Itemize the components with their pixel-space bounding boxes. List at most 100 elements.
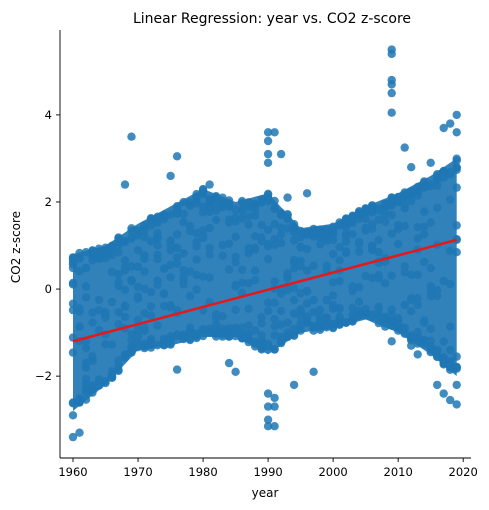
scatter-point (94, 381, 104, 390)
scatter-point (433, 286, 442, 295)
scatter-point (452, 352, 461, 361)
scatter-point (224, 239, 234, 248)
scatter-point (205, 243, 214, 253)
scatter-point (420, 177, 429, 186)
scatter-point (250, 245, 260, 254)
scatter-point (146, 302, 156, 311)
scatter-point (296, 312, 305, 321)
scatter-point (244, 337, 253, 347)
scatter-point (302, 286, 312, 296)
scatter-point (140, 284, 149, 293)
scatter-point (387, 271, 396, 280)
x-tick-label: 1970 (123, 465, 152, 479)
scatter-point (120, 312, 130, 322)
scatter-point (257, 339, 266, 349)
scatter-point (68, 411, 78, 420)
scatter-point (224, 327, 234, 336)
scatter-point (354, 207, 364, 216)
scatter-point (159, 264, 169, 273)
scatter-point (224, 201, 234, 210)
scatter-point (341, 247, 351, 256)
scatter-point (237, 278, 247, 287)
scatter-point (433, 203, 442, 212)
scatter-point (250, 232, 260, 241)
scatter-point (114, 308, 123, 317)
scatter-point (114, 269, 123, 279)
scatter-point (250, 342, 260, 351)
scatter-point (263, 339, 273, 349)
scatter-point (68, 432, 78, 442)
scatter-point (394, 224, 403, 234)
scatter-point (270, 331, 279, 340)
scatter-point (120, 180, 130, 189)
scatter-point (263, 389, 273, 398)
scatter-point (302, 189, 312, 198)
scatter-point (374, 236, 383, 245)
scatter-point (270, 128, 279, 137)
scatter-point (400, 323, 409, 332)
scatter-point (328, 249, 338, 259)
scatter-point (211, 332, 221, 341)
scatter-point (101, 377, 110, 386)
scatter-point (211, 320, 221, 329)
scatter-point (452, 165, 461, 174)
scatter-point (140, 322, 149, 332)
y-axis-label: CO2 z-score (9, 211, 23, 283)
scatter-point (172, 365, 182, 374)
scatter-point (368, 312, 377, 322)
scatter-point (296, 243, 305, 252)
scatter-point (309, 367, 318, 376)
scatter-point (433, 170, 442, 179)
scatter-point (179, 218, 188, 227)
scatter-point (276, 210, 286, 219)
scatter-point (354, 239, 364, 249)
scatter-point (446, 279, 455, 289)
scatter-point (179, 280, 188, 289)
scatter-point (335, 220, 344, 230)
scatter-point (374, 206, 383, 215)
scatter-point (172, 330, 182, 339)
scatter-point (387, 310, 396, 319)
scatter-point (446, 246, 455, 256)
scatter-point (140, 343, 149, 353)
scatter-point (224, 358, 234, 368)
scatter-point (153, 217, 162, 227)
scatter-point (133, 332, 143, 341)
scatter-point (348, 216, 357, 226)
scatter-point (309, 307, 318, 317)
scatter-point (452, 380, 461, 390)
scatter-point (387, 229, 396, 238)
scatter-point (153, 341, 162, 350)
scatter-point (387, 193, 396, 203)
scatter-point (120, 256, 130, 265)
scatter-point (133, 326, 143, 335)
scatter-point (205, 194, 214, 203)
scatter-point (263, 197, 273, 206)
scatter-point (296, 226, 305, 236)
scatter-point (374, 304, 383, 314)
scatter-point (341, 318, 351, 327)
scatter-points-layer (68, 45, 461, 442)
scatter-point (263, 189, 273, 198)
scatter-point (413, 270, 422, 280)
scatter-point (172, 259, 182, 269)
scatter-point (296, 322, 305, 331)
scatter-point (263, 225, 273, 235)
scatter-point (263, 415, 273, 424)
scatter-point (361, 204, 370, 214)
scatter-point (81, 384, 91, 394)
scatter-point (452, 235, 461, 244)
scatter-point (146, 237, 156, 246)
scatter-point (328, 230, 338, 239)
scatter-point (322, 231, 331, 241)
scatter-point (257, 233, 266, 242)
scatter-point (407, 341, 416, 350)
scatter-point (263, 136, 273, 146)
scatter-point (433, 181, 442, 191)
scatter-point (289, 380, 299, 390)
scatter-point (205, 223, 214, 233)
scatter-point (276, 238, 286, 248)
scatter-point (185, 327, 195, 337)
scatter-point (426, 282, 435, 291)
